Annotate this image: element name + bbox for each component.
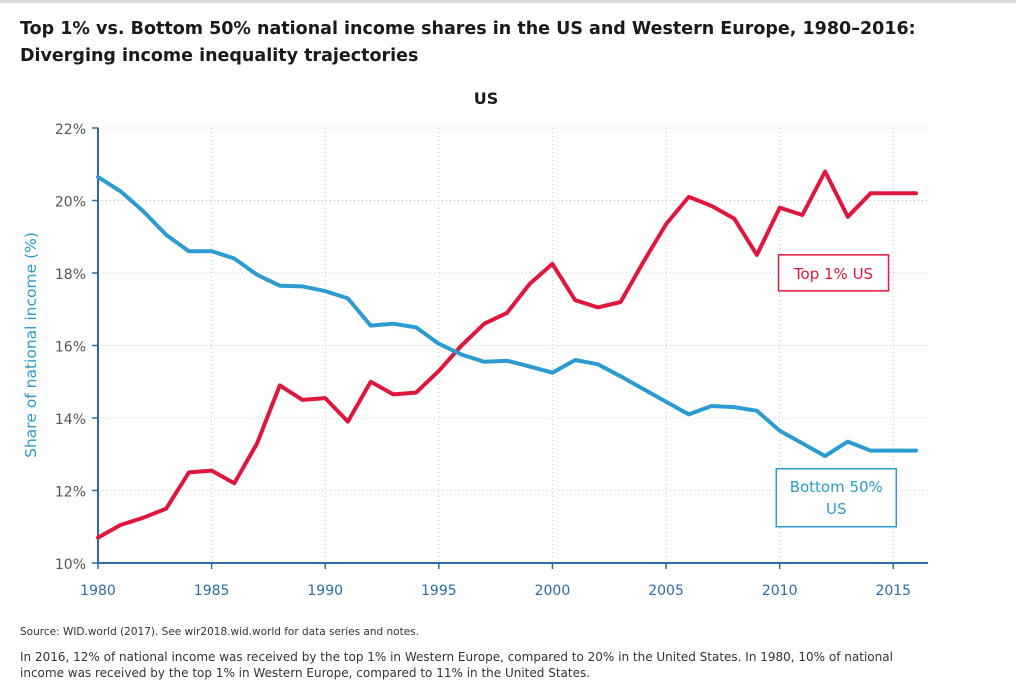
x-tick-label: 1990 bbox=[307, 583, 343, 599]
series-lines bbox=[96, 169, 918, 540]
tick-labels: 10% 12% 14% 16% 18% 20% 22% 1980 1985 1990 1995 200… bbox=[55, 122, 911, 599]
gridlines bbox=[98, 127, 928, 563]
heading-line-1: Top 1% vs. Bottom 50% national income sh… bbox=[20, 19, 916, 39]
x-tick-label: 2000 bbox=[535, 583, 571, 599]
series-labels: Top 1% US Bottom 50% US bbox=[775, 254, 898, 528]
y-tick-label: 16% bbox=[55, 340, 86, 356]
source-note: Source: WID.world (2017). See wir2018.wi… bbox=[20, 626, 419, 638]
bottom-50-label-line: US bbox=[826, 500, 847, 518]
x-tick-label: 1985 bbox=[194, 583, 230, 599]
y-axis-label: Share of national income (%) bbox=[22, 232, 40, 458]
footnote: In 2016, 12% of national income was rece… bbox=[20, 649, 1010, 681]
x-tick-label: 2005 bbox=[648, 583, 684, 599]
axes bbox=[92, 127, 928, 569]
x-tick-label: 2010 bbox=[762, 583, 798, 599]
chart-heading: Top 1% vs. Bottom 50% national income sh… bbox=[20, 16, 1000, 70]
y-tick-label: 18% bbox=[55, 267, 86, 283]
top-1-percent-line bbox=[96, 169, 918, 540]
y-tick-label: 14% bbox=[55, 412, 86, 428]
bottom-50-label-line: Bottom 50% bbox=[790, 478, 883, 496]
x-tick-label: 2015 bbox=[875, 583, 911, 599]
bottom-50-percent-line bbox=[96, 174, 918, 459]
y-tick-label: 22% bbox=[55, 122, 86, 138]
top-rule bbox=[0, 0, 1016, 3]
y-tick-label: 20% bbox=[55, 195, 86, 211]
x-tick-label: 1995 bbox=[421, 583, 457, 599]
top-1-label-box bbox=[777, 254, 890, 292]
heading-line-2: Diverging income inequality trajectories bbox=[20, 46, 419, 66]
top-1-label: Top 1% US bbox=[793, 265, 873, 283]
y-tick-label: 12% bbox=[55, 485, 86, 501]
line-chart: US Share of national income (%) 10% 12% 14… bbox=[22, 89, 928, 599]
footnote-line-2: income was received by the top 1% in Wes… bbox=[20, 666, 591, 680]
footnote-line-1: In 2016, 12% of national income was rece… bbox=[20, 650, 893, 664]
chart-title: US bbox=[474, 89, 499, 108]
x-tick-label: 1980 bbox=[80, 583, 116, 599]
bottom-50-label-box bbox=[775, 468, 898, 528]
y-tick-label: 10% bbox=[55, 557, 86, 573]
